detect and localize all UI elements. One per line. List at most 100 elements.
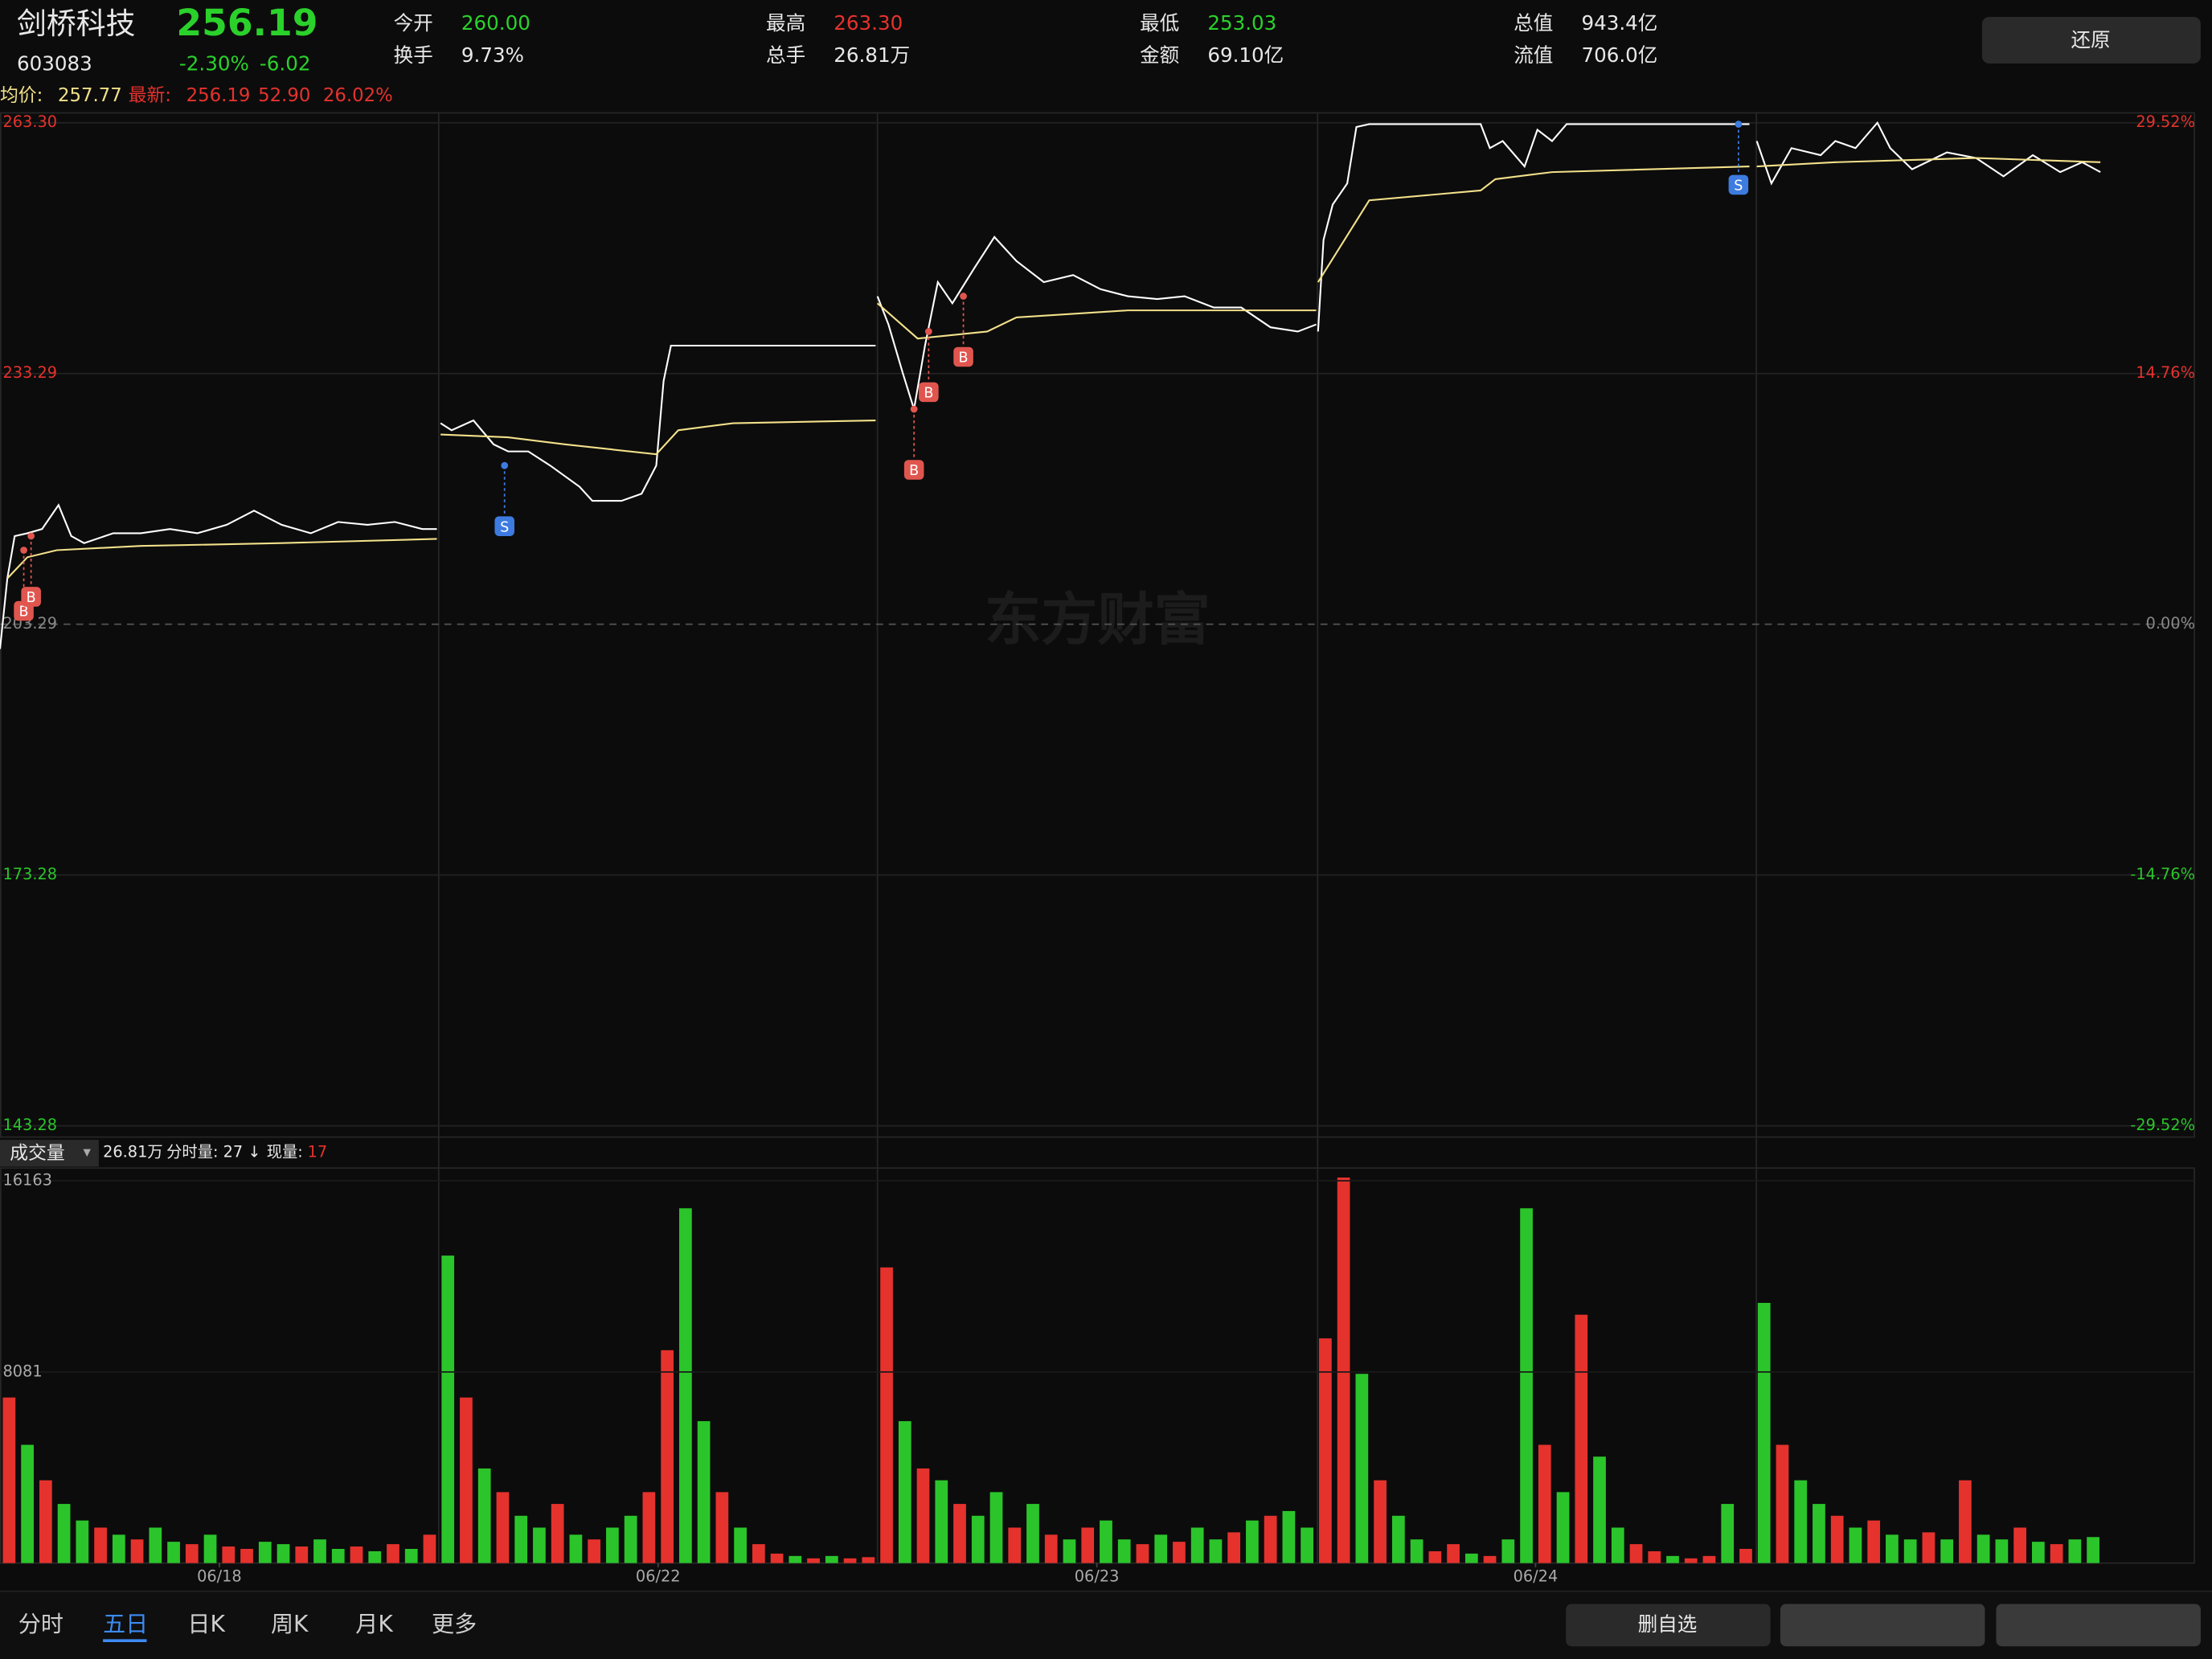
series-line	[0, 503, 437, 649]
volume-bar	[1538, 1444, 1551, 1563]
volume-bar	[2032, 1542, 2045, 1563]
volume-bar	[2, 1397, 16, 1563]
volume-bar	[1154, 1534, 1168, 1563]
remove-watchlist-button[interactable]	[1566, 1604, 1771, 1647]
blurred-button[interactable]	[1780, 1604, 1985, 1647]
trade-label: S	[1734, 178, 1743, 195]
trade-point	[501, 461, 509, 469]
trade-badge	[903, 460, 924, 480]
y2-tick-label: 14.76%	[2136, 363, 2195, 382]
volume-bar	[295, 1546, 309, 1563]
volume-bar	[1391, 1515, 1405, 1563]
volume-bar	[569, 1534, 583, 1563]
volume-bar	[1684, 1558, 1698, 1563]
x-tick-label: 06/24	[1514, 1567, 1559, 1586]
volume-bar	[1721, 1504, 1735, 1563]
volume-bar	[331, 1548, 345, 1563]
volume-bar	[1301, 1527, 1313, 1563]
tab[interactable]: 日K	[187, 1611, 225, 1637]
volume-bar	[1246, 1520, 1259, 1563]
volume-bar	[404, 1548, 418, 1563]
trade-label: B	[924, 386, 933, 402]
tab[interactable]: 分时	[18, 1611, 63, 1637]
trade-badge	[494, 516, 514, 536]
x-tick-label: 06/23	[1075, 1567, 1120, 1586]
volume-bar	[551, 1504, 564, 1563]
volume-bar	[789, 1555, 802, 1563]
volume-bar	[1264, 1515, 1277, 1563]
tab[interactable]: 月K	[355, 1611, 393, 1637]
field-value: 9.73%	[461, 43, 524, 67]
tab[interactable]: 五日	[103, 1611, 148, 1637]
volume-now: 17	[308, 1142, 328, 1161]
field-label: 金额	[1140, 43, 1179, 67]
volume-bar	[1813, 1504, 1825, 1563]
y-tick-label: 263.30	[3, 113, 58, 131]
volume-bar	[1776, 1444, 1789, 1563]
change: -6.02	[260, 52, 311, 76]
restore-label[interactable]: 还原	[2071, 28, 2110, 51]
volume-bar	[661, 1350, 674, 1563]
volume-bar	[423, 1534, 436, 1563]
field-value: 263.30	[834, 11, 903, 35]
field-value: 260.00	[461, 11, 530, 35]
volume-bar	[1227, 1532, 1241, 1563]
field-label: 换手	[394, 43, 433, 67]
volume-bar	[1100, 1520, 1112, 1563]
volume-bar	[843, 1558, 857, 1563]
field-label: 总值	[1514, 11, 1553, 35]
volume-bar	[1410, 1539, 1423, 1563]
y-tick-label: 233.29	[3, 363, 58, 382]
volume-bar	[1611, 1527, 1624, 1563]
avg-label: 均价:	[0, 85, 43, 106]
volume-bar	[752, 1544, 765, 1563]
volume-bar	[1976, 1534, 1990, 1563]
volume-bar	[387, 1544, 399, 1563]
volume-bar	[149, 1527, 162, 1563]
change-pct: -2.30%	[179, 52, 249, 76]
volume-bar	[2050, 1544, 2063, 1563]
y-tick-label: 8081	[3, 1362, 43, 1380]
field-label: 今开	[394, 11, 433, 35]
volume-bar	[1319, 1338, 1332, 1563]
volume-bar	[715, 1492, 729, 1563]
price: 256.19	[176, 2, 317, 44]
y2-tick-label: -29.52%	[2130, 1116, 2195, 1134]
trade-label: B	[27, 590, 36, 606]
restore-button[interactable]	[1981, 17, 2201, 63]
volume-bar	[1648, 1550, 1661, 1563]
trade-label: S	[500, 519, 509, 535]
blurred-button[interactable]	[1996, 1604, 2201, 1647]
volume-bar	[1063, 1539, 1076, 1563]
latest-pct: 26.02%	[323, 85, 393, 106]
volume-title[interactable]: 成交量	[10, 1143, 64, 1164]
remove-watchlist-label[interactable]: 删自选	[1638, 1612, 1698, 1636]
volume-bar	[1830, 1515, 1844, 1563]
trade-label: B	[959, 350, 969, 367]
bottom-bar: 分时 五日 日K 周K 月K 更多 删自选	[0, 1590, 2212, 1659]
volume-bar	[1739, 1548, 1752, 1563]
volume-bar	[1464, 1553, 1478, 1563]
y2-tick-label: 29.52%	[2136, 113, 2195, 131]
volume-bar	[460, 1397, 473, 1563]
volume-bar	[477, 1468, 491, 1563]
volume-bar	[1117, 1539, 1131, 1563]
series-line	[1756, 157, 2101, 168]
volume-bar	[916, 1468, 930, 1563]
volume-bar	[825, 1555, 838, 1563]
tab[interactable]: 更多	[432, 1611, 477, 1637]
volume-bar	[1136, 1544, 1149, 1563]
volume-bar	[1355, 1374, 1369, 1563]
volume-bar	[624, 1515, 637, 1563]
volume-minute: 分时量: 27 ↓	[166, 1142, 260, 1161]
volume-selector[interactable]	[0, 1140, 99, 1167]
volume-bar	[203, 1534, 217, 1563]
trade-point	[20, 547, 27, 554]
volume-bar	[1209, 1539, 1223, 1563]
latest-value: 256.19	[186, 85, 251, 106]
tab[interactable]: 周K	[271, 1611, 309, 1637]
volume-bar	[807, 1558, 820, 1563]
volume-bar	[1520, 1208, 1533, 1563]
latest-amount: 52.90	[258, 85, 310, 106]
